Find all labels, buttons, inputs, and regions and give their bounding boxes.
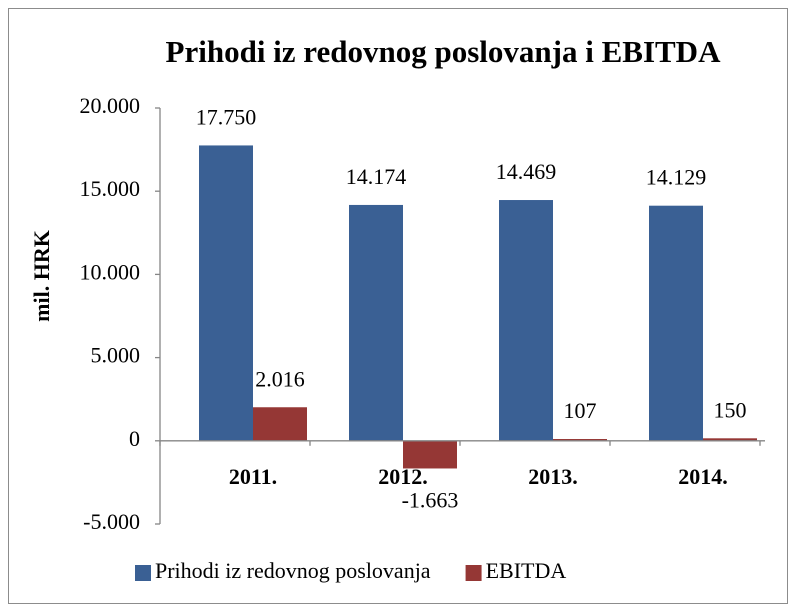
x-tick-label: 2014. [678, 464, 728, 489]
data-label: 14.174 [346, 164, 407, 189]
data-label: 150 [714, 397, 747, 422]
data-label: 17.750 [196, 104, 257, 129]
y-tick-label: 10.000 [80, 259, 141, 284]
y-axis-label: mil. HRK [29, 230, 54, 322]
x-tick-label: 2011. [229, 464, 277, 489]
legend-label: EBITDA [486, 558, 567, 583]
bar [403, 440, 457, 469]
data-label: 14.129 [646, 165, 707, 190]
y-tick-label: 15.000 [80, 176, 141, 201]
y-tick-label: -5.000 [83, 509, 140, 534]
bar [349, 204, 403, 441]
legend-label: Prihodi iz redovnog poslovanja [155, 558, 431, 583]
data-label: 107 [564, 398, 597, 423]
data-label: 14.469 [496, 159, 557, 184]
data-label: 2.016 [255, 366, 305, 391]
x-tick-label: 2013. [528, 464, 578, 489]
bar [553, 439, 607, 441]
data-label: -1.663 [402, 488, 459, 513]
bar [499, 200, 553, 441]
bar [649, 205, 703, 441]
x-tick-label: 2012. [378, 464, 428, 489]
chart-title: Prihodi iz redovnog poslovanja i EBITDA [166, 34, 722, 69]
y-tick-label: 0 [129, 426, 140, 451]
y-tick-label: 5.000 [91, 343, 141, 368]
bar [703, 438, 757, 441]
legend-swatch [465, 565, 482, 581]
bar [253, 407, 307, 441]
bar [199, 145, 253, 441]
y-tick-label: 20.000 [80, 93, 141, 118]
legend-swatch [135, 565, 151, 581]
